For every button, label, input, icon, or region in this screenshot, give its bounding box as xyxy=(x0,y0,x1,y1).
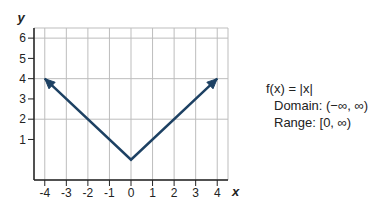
svg-text:0: 0 xyxy=(128,186,135,200)
html-text:f(x) = |x|: f(x) = |x| xyxy=(266,80,313,96)
svg-text:-2: -2 xyxy=(83,186,94,200)
svg-text:4: 4 xyxy=(214,186,221,200)
svg-text:-1: -1 xyxy=(104,186,115,200)
svg-text:6: 6 xyxy=(19,31,26,45)
svg-text:1: 1 xyxy=(149,186,156,200)
svg-text:2: 2 xyxy=(19,112,26,126)
svg-text:y: y xyxy=(16,10,25,25)
svg-text:2: 2 xyxy=(171,186,178,200)
svg-text:x: x xyxy=(231,184,240,199)
svg-text:4: 4 xyxy=(19,72,26,86)
html-text:Domain: (−∞, ∞): Domain: (−∞, ∞) xyxy=(274,97,368,113)
svg-text:-4: -4 xyxy=(39,186,50,200)
svg-text:1: 1 xyxy=(19,133,26,147)
html-text:Range: [0, ∞): Range: [0, ∞) xyxy=(274,114,352,130)
svg-text:-3: -3 xyxy=(61,186,72,200)
svg-text:5: 5 xyxy=(19,52,26,66)
svg-text:3: 3 xyxy=(192,186,199,200)
svg-text:3: 3 xyxy=(19,92,26,106)
